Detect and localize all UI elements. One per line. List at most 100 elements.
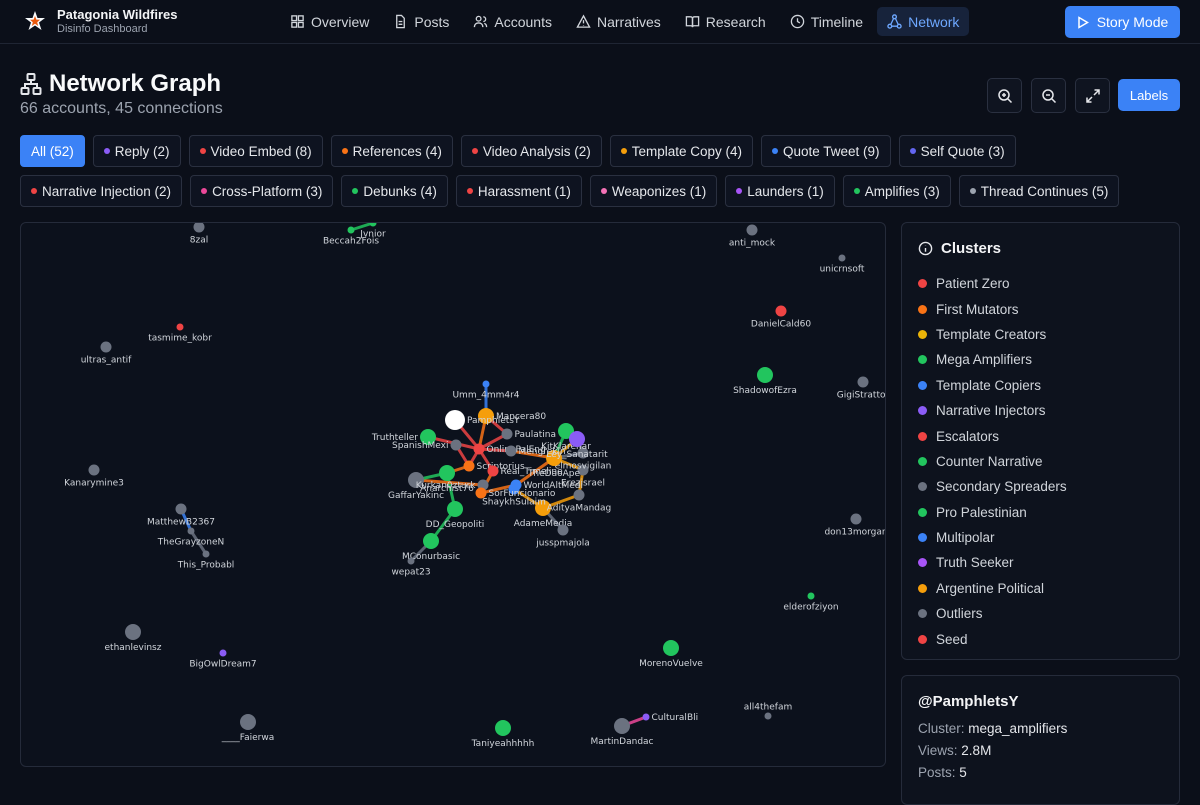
nav-timeline[interactable]: Timeline	[780, 7, 873, 36]
graph-node[interactable]	[757, 367, 773, 383]
cluster-item[interactable]: Mega Amplifiers	[918, 347, 1067, 372]
graph-node[interactable]	[445, 410, 465, 430]
graph-node[interactable]	[482, 380, 490, 388]
zoom-in-button[interactable]	[987, 78, 1022, 113]
network-graph-panel[interactable]: 8zal Jvnior Beccah2Fois anti_mock unicrnsoft…	[20, 222, 886, 767]
cluster-item[interactable]: First Mutators	[918, 296, 1067, 321]
graph-node[interactable]	[577, 464, 589, 476]
graph-node[interactable]	[420, 429, 436, 445]
cluster-item[interactable]: Escalators	[918, 423, 1067, 448]
filter-chip-self-quote[interactable]: Self Quote (3)	[898, 135, 1016, 167]
graph-node-label: elmosvigilan	[555, 462, 612, 472]
cluster-item[interactable]: Patient Zero	[918, 271, 1067, 296]
graph-node[interactable]	[369, 223, 377, 227]
filter-chip-all[interactable]: All (52)	[20, 135, 85, 167]
nav-network[interactable]: Network	[877, 7, 970, 36]
graph-node[interactable]	[439, 465, 455, 481]
graph-node[interactable]	[125, 624, 141, 640]
graph-node[interactable]	[573, 489, 585, 501]
cluster-item[interactable]: Template Creators	[918, 322, 1067, 347]
nav-overview[interactable]: Overview	[280, 7, 379, 36]
graph-node[interactable]	[764, 712, 772, 720]
graph-node[interactable]	[175, 503, 187, 515]
graph-node[interactable]	[473, 443, 485, 455]
story-mode-button[interactable]: Story Mode	[1065, 6, 1180, 38]
filter-chip-thread-continues[interactable]: Thread Continues (5)	[958, 175, 1120, 207]
filter-chip-template-copy[interactable]: Template Copy (4)	[609, 135, 753, 167]
graph-node[interactable]	[407, 557, 415, 565]
cluster-item[interactable]: Narrative Injectors	[918, 398, 1067, 423]
filter-chip-debunks[interactable]: Debunks (4)	[341, 175, 448, 207]
filter-chip-quote-tweet[interactable]: Quote Tweet (9)	[761, 135, 891, 167]
graph-node[interactable]	[746, 224, 758, 236]
graph-node[interactable]	[505, 445, 517, 457]
graph-node[interactable]	[475, 487, 487, 499]
cluster-item[interactable]: Secondary Spreaders	[918, 474, 1067, 499]
cluster-item[interactable]: Template Copiers	[918, 373, 1067, 398]
graph-node[interactable]	[495, 720, 511, 736]
graph-node-label: KitKlarenar	[541, 442, 591, 452]
filter-chip-weaponizes[interactable]: Weaponizes (1)	[589, 175, 718, 207]
graph-node[interactable]	[663, 640, 679, 656]
graph-node[interactable]	[219, 649, 227, 657]
nav-posts[interactable]: Posts	[383, 7, 459, 36]
graph-node[interactable]	[510, 479, 522, 491]
graph-node[interactable]	[775, 305, 787, 317]
filter-chip-launders[interactable]: Launders (1)	[725, 175, 835, 207]
graph-node[interactable]	[463, 460, 475, 472]
fit-view-button[interactable]	[1075, 78, 1110, 113]
graph-node[interactable]	[176, 323, 184, 331]
graph-node[interactable]	[850, 513, 862, 525]
cluster-item[interactable]: Seed	[918, 626, 1067, 651]
graph-node[interactable]	[100, 341, 112, 353]
graph-node[interactable]	[347, 226, 355, 234]
graph-node[interactable]	[240, 714, 256, 730]
graph-node[interactable]	[546, 450, 562, 466]
filter-chip-video-analysis[interactable]: Video Analysis (2)	[460, 135, 602, 167]
cluster-item[interactable]: Outliers	[918, 601, 1067, 626]
zoom-out-button[interactable]	[1031, 78, 1066, 113]
cluster-label: Pro Palestinian	[936, 504, 1027, 520]
legend-dot	[199, 148, 206, 154]
nav-research[interactable]: Research	[675, 7, 776, 36]
filter-chip-references[interactable]: References (4)	[330, 135, 453, 167]
cluster-item[interactable]: Counter Narrative	[918, 449, 1067, 474]
labels-toggle-button[interactable]: Labels	[1118, 79, 1180, 111]
graph-node[interactable]	[450, 439, 462, 451]
cluster-item[interactable]: Argentine Political	[918, 576, 1067, 601]
cluster-item[interactable]: Multipolar	[918, 525, 1067, 550]
graph-node[interactable]	[838, 254, 846, 262]
graph-node[interactable]	[807, 592, 815, 600]
graph-node[interactable]	[857, 376, 869, 388]
cluster-item[interactable]: Pro Palestinian	[918, 500, 1067, 525]
filter-chip-cross-platform[interactable]: Cross-Platform (3)	[190, 175, 334, 207]
graph-node[interactable]	[577, 447, 589, 459]
filter-chip-narrative-injection[interactable]: Narrative Injection (2)	[20, 175, 183, 207]
nav-narratives[interactable]: Narratives	[566, 7, 671, 36]
graph-node[interactable]	[487, 465, 499, 477]
brand[interactable]: Patagonia Wildfires Disinfo Dashboard	[57, 7, 178, 36]
graph-node[interactable]	[478, 408, 494, 424]
graph-node[interactable]	[193, 223, 205, 233]
graph-node[interactable]	[642, 713, 650, 721]
graph-node[interactable]	[408, 472, 424, 488]
graph-node[interactable]	[88, 464, 100, 476]
graph-node[interactable]	[187, 527, 195, 535]
filter-chip-harassment[interactable]: Harassment (1)	[455, 175, 582, 207]
graph-node[interactable]	[557, 524, 569, 536]
nav-accounts[interactable]: Accounts	[463, 7, 562, 36]
filter-chip-video-embed[interactable]: Video Embed (8)	[188, 135, 323, 167]
grid-icon	[291, 15, 304, 28]
filter-chip-amplifies[interactable]: Amplifies (3)	[842, 175, 951, 207]
graph-node[interactable]	[447, 501, 463, 517]
graph-node[interactable]	[569, 431, 585, 447]
filter-chip-reply[interactable]: Reply (2)	[92, 135, 181, 167]
cluster-item[interactable]: Truth Seeker	[918, 550, 1067, 575]
graph-node[interactable]	[423, 533, 439, 549]
graph-node[interactable]	[535, 500, 551, 516]
graph-node[interactable]	[558, 423, 574, 439]
graph-node[interactable]	[202, 550, 210, 558]
graph-node[interactable]	[501, 428, 513, 440]
graph-node[interactable]	[614, 718, 630, 734]
